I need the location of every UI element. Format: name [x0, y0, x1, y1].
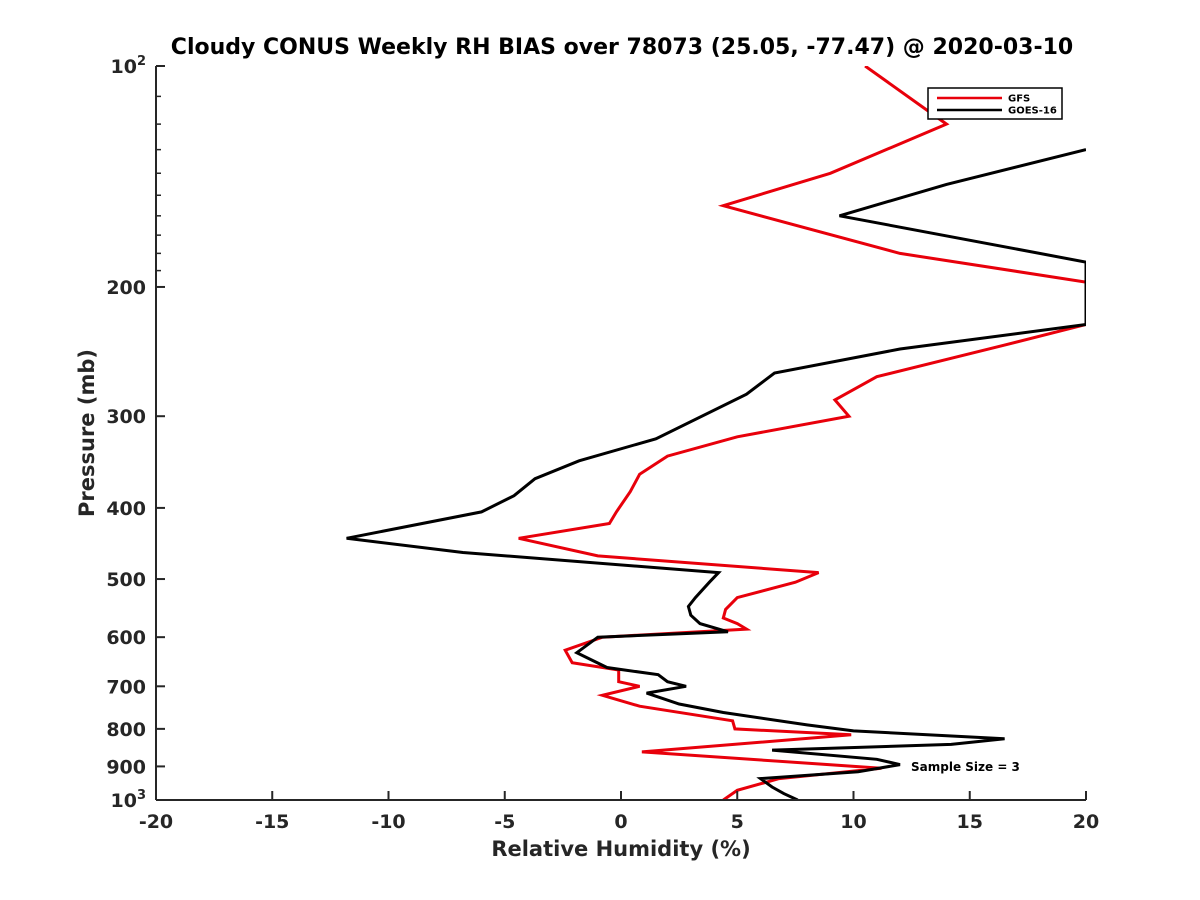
y-tick-label: 400	[106, 498, 146, 520]
x-tick-label: 5	[731, 811, 744, 833]
legend-box	[927, 87, 1063, 120]
chart-title: Cloudy CONUS Weekly RH BIAS over 78073 (…	[171, 35, 1073, 60]
x-tick-label: 20	[1073, 811, 1099, 833]
x-tick-label: 10	[840, 811, 866, 833]
legend-label: GFS	[1008, 94, 1030, 105]
x-tick-label: 0	[614, 811, 627, 833]
x-tick-label: -5	[494, 811, 515, 833]
y-tick-label: 800	[106, 719, 146, 741]
y-axis-label: Pressure (mb)	[75, 349, 99, 517]
sample-size-annotation: Sample Size = 3	[911, 760, 1020, 774]
series-line-gfs	[518, 66, 1086, 800]
y-tick-label: 700	[106, 676, 146, 698]
x-tick-label: 15	[957, 811, 983, 833]
y-tick-label: 500	[106, 569, 146, 591]
y-tick-label: 102	[111, 54, 147, 78]
x-tick-label: -10	[371, 811, 405, 833]
y-tick-label: 103	[111, 788, 147, 812]
y-tick-label: 300	[106, 406, 146, 428]
y-tick-label: 600	[106, 627, 146, 649]
x-tick-label: -15	[255, 811, 289, 833]
y-tick-label: 900	[106, 756, 146, 778]
x-axis-label: Relative Humidity (%)	[491, 837, 750, 861]
y-tick-label: 200	[106, 277, 146, 299]
x-tick-label: -20	[139, 811, 173, 833]
series-line-goes-16	[346, 148, 1086, 800]
plot-area	[346, 66, 1086, 800]
legend-label: GOES-16	[1008, 106, 1057, 117]
axes: -20 -15 -10 -5 0 5 10 15 20 102 200 300 400 500 600 700…	[106, 54, 1099, 833]
